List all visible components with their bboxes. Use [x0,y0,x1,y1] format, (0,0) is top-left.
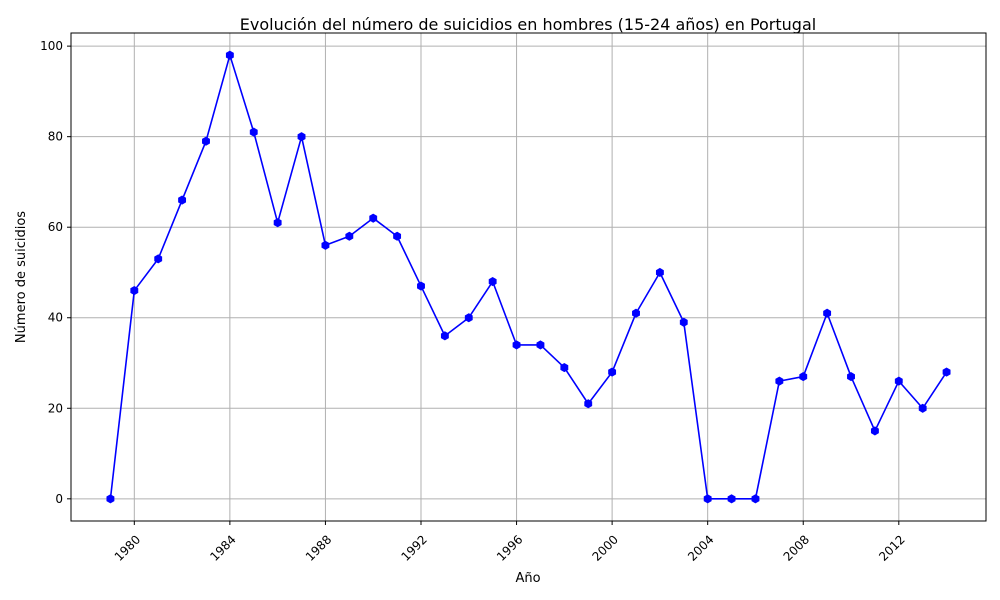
data-point [273,218,282,228]
data-point [321,240,330,250]
data-point [608,367,617,377]
data-point [202,136,210,146]
data-point [870,426,879,436]
y-tick-label: 60 [48,220,63,234]
data-point [225,50,234,60]
data-point [918,403,927,413]
data-point [249,127,258,137]
data-point [560,362,569,373]
data-point [894,376,903,386]
data-point [584,399,593,409]
grid [71,33,986,521]
data-point [727,494,736,504]
data-point [417,281,425,291]
data-point [345,231,354,241]
data-point [369,213,378,223]
data-point [751,494,760,504]
data-point [488,276,497,287]
data-point [440,331,449,341]
data-point [154,254,163,264]
data-point [130,286,139,296]
data-point [679,317,688,327]
data-point [823,308,832,318]
data-point [178,195,187,205]
data-series [106,50,951,504]
data-point [655,267,664,278]
y-tick-label: 80 [48,130,63,144]
data-point [464,313,473,323]
x-axis-label: Año [515,571,540,586]
data-point [393,231,402,241]
y-tick-label: 40 [48,311,63,325]
data-point [799,372,808,382]
data-point [632,308,640,318]
data-point [942,367,951,377]
y-tick-label: 20 [48,401,63,415]
data-point [297,132,306,142]
series-line [109,54,948,500]
data-point [512,340,521,350]
data-point [703,494,712,504]
y-tick-label: 0 [55,492,63,506]
plot-frame [70,32,987,522]
data-point [106,494,115,504]
data-point [775,376,784,386]
data-point [536,340,545,350]
chart-title: Evolución del número de suicidios en hom… [240,15,816,34]
data-point [847,372,855,382]
y-tick-label: 100 [40,39,63,53]
y-axis-label: Número de suicidios [14,211,29,343]
